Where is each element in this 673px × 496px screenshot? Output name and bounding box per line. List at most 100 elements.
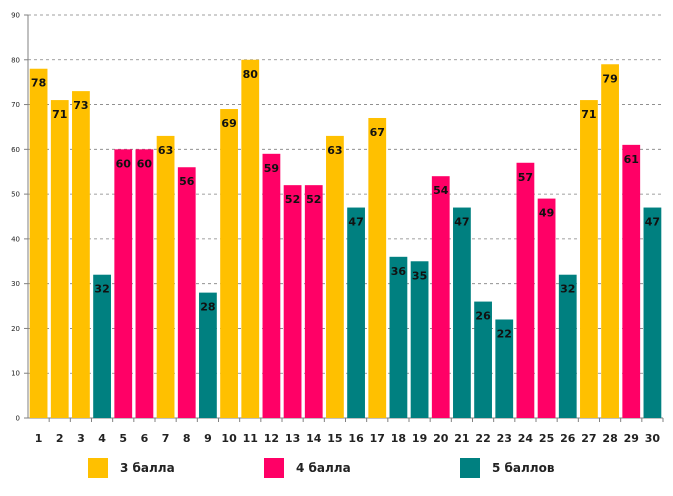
x-tick-label: 29 [624, 432, 639, 445]
y-tick-label: 40 [11, 235, 20, 243]
x-tick-label: 22 [475, 432, 490, 445]
bar [495, 319, 514, 418]
bar [622, 144, 641, 418]
data-label: 59 [264, 162, 279, 175]
y-tick-label: 20 [11, 325, 20, 333]
bar [474, 301, 492, 418]
bar [29, 68, 48, 418]
legend-swatch-4-balla [264, 458, 284, 478]
x-tick-label: 27 [581, 432, 596, 445]
data-label: 35 [412, 269, 427, 282]
legend-swatch-5-ballov [460, 458, 480, 478]
data-label: 49 [539, 207, 554, 220]
data-label: 56 [179, 175, 195, 188]
bar [135, 149, 154, 419]
x-tick-label: 30 [645, 432, 661, 445]
bar [643, 207, 662, 418]
data-label: 22 [497, 327, 512, 340]
bar [50, 100, 69, 419]
x-tick-label: 4 [98, 432, 106, 445]
data-label: 61 [624, 153, 639, 166]
bar [241, 59, 260, 419]
data-label: 63 [158, 144, 173, 157]
legend-label-4-balla: 4 балла [296, 461, 351, 475]
y-tick-label: 90 [11, 12, 20, 20]
x-tick-label: 17 [370, 432, 385, 445]
x-tick-label: 3 [77, 432, 85, 445]
y-tick-label: 70 [11, 101, 20, 109]
data-label: 36 [391, 265, 407, 278]
x-tick-label: 28 [602, 432, 617, 445]
data-label: 67 [370, 126, 385, 139]
data-label: 80 [243, 68, 259, 81]
bar [220, 109, 238, 419]
bar [516, 162, 535, 418]
data-label: 28 [200, 301, 215, 314]
x-tick-label: 1 [35, 432, 43, 445]
x-tick-label: 2 [56, 432, 64, 445]
bar [326, 135, 344, 418]
legend-label-3-balla: 3 балла [120, 461, 175, 475]
x-tick-label: 26 [560, 432, 576, 445]
data-label: 26 [475, 310, 491, 323]
data-label: 60 [137, 157, 153, 170]
x-tick-label: 18 [391, 432, 406, 445]
bar [389, 256, 408, 418]
legend-item-4-balla: 4 балла [264, 456, 351, 480]
legend-item-5-ballov: 5 баллов [460, 456, 554, 480]
x-tick-label: 5 [119, 432, 127, 445]
x-tick-label: 23 [497, 432, 512, 445]
data-label: 52 [285, 193, 300, 206]
data-label: 47 [645, 216, 660, 229]
bar [601, 64, 619, 418]
bar [177, 167, 196, 418]
data-label: 47 [348, 216, 363, 229]
x-tick-label: 6 [141, 432, 149, 445]
data-label: 73 [73, 99, 88, 112]
legend-swatch-3-balla [88, 458, 108, 478]
data-label: 60 [116, 157, 132, 170]
x-tick-label: 8 [183, 432, 191, 445]
data-label: 32 [94, 283, 109, 296]
legend-label-5-ballov: 5 баллов [492, 461, 555, 475]
y-tick-label: 50 [11, 191, 20, 199]
data-label: 79 [602, 72, 617, 85]
bar [431, 176, 450, 418]
bar [283, 185, 302, 418]
data-label: 63 [327, 144, 342, 157]
data-label: 71 [581, 108, 596, 121]
x-tick-label: 20 [433, 432, 449, 445]
bar [558, 274, 577, 418]
x-tick-label: 15 [327, 432, 342, 445]
bar [453, 207, 471, 418]
x-tick-label: 9 [204, 432, 212, 445]
data-label: 57 [518, 171, 533, 184]
x-tick-label: 14 [306, 432, 322, 445]
x-tick-label: 13 [285, 432, 300, 445]
data-label: 54 [433, 184, 449, 197]
legend-item-3-balla: 3 балла [88, 456, 175, 480]
data-label: 32 [560, 283, 575, 296]
x-tick-label: 7 [162, 432, 170, 445]
x-tick-label: 24 [518, 432, 534, 445]
bar [580, 100, 598, 419]
x-tick-label: 11 [243, 432, 258, 445]
bar [347, 207, 365, 418]
bar [410, 261, 429, 418]
bar [537, 198, 556, 418]
data-label: 71 [52, 108, 67, 121]
data-label: 52 [306, 193, 321, 206]
bar [93, 274, 111, 418]
bar [156, 135, 175, 418]
data-label: 69 [221, 117, 236, 130]
y-tick-label: 0 [16, 415, 20, 423]
bar [262, 153, 281, 419]
x-tick-label: 10 [221, 432, 237, 445]
data-label: 47 [454, 216, 469, 229]
bar [304, 185, 323, 418]
x-tick-label: 16 [348, 432, 364, 445]
bar [368, 117, 387, 418]
x-tick-label: 21 [454, 432, 469, 445]
bar [114, 149, 133, 419]
